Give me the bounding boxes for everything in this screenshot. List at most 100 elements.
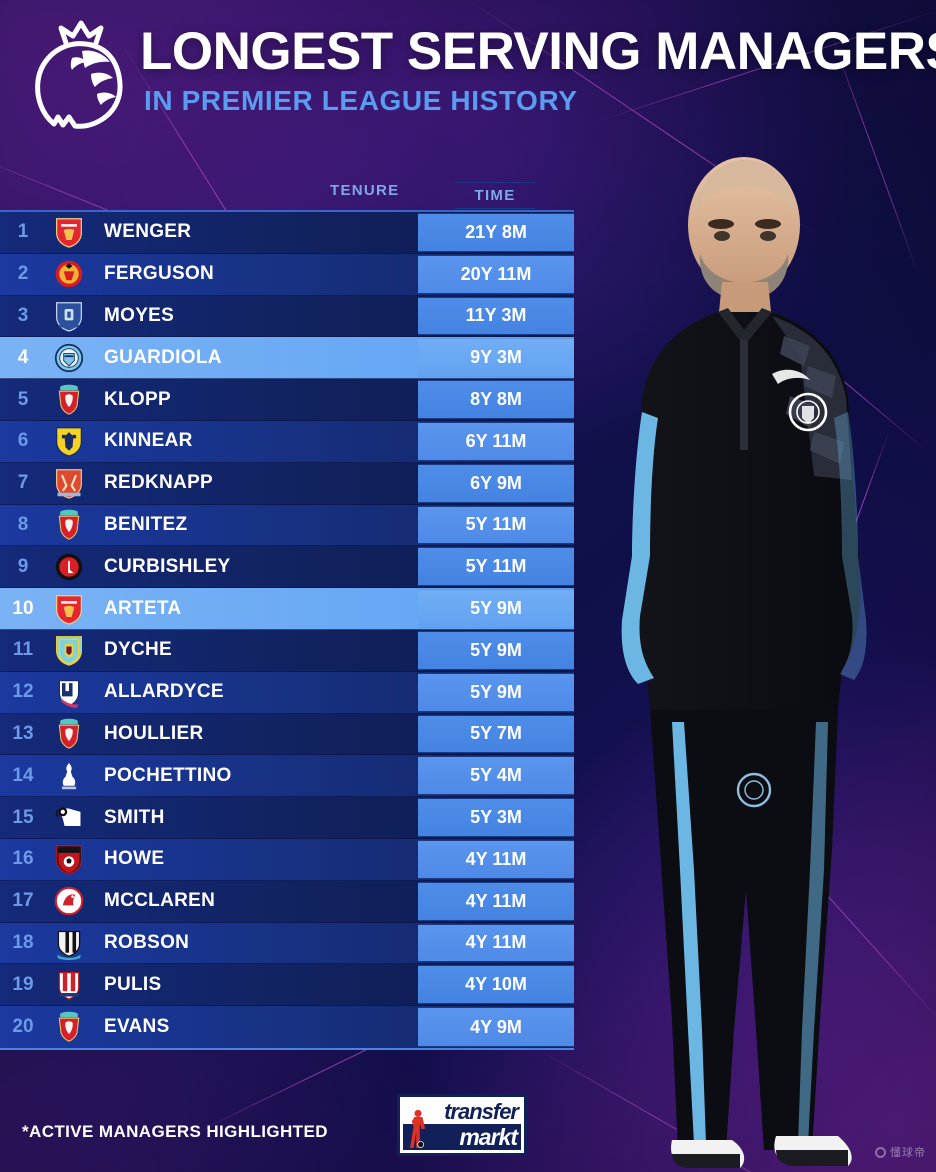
- manager-name-cell: HOULLIER: [104, 722, 204, 744]
- club-badge-icon: [46, 674, 92, 710]
- club-badge-icon: [46, 465, 92, 501]
- time-cell: 6Y 9M: [418, 463, 574, 503]
- manager-name-cell: ALLARDYCE: [104, 681, 224, 703]
- club-badge-icon: [46, 925, 92, 961]
- manager-name-cell: DYCHE: [104, 639, 173, 661]
- club-badge-icon: [46, 758, 92, 794]
- transfermarkt-logo-top: transfer: [403, 1099, 521, 1124]
- table-row[interactable]: 18ROBSON99-044Y 11M: [0, 922, 574, 965]
- watermark-icon: [875, 1146, 886, 1158]
- table-row[interactable]: 1WENGER96-1821Y 8M: [0, 212, 574, 254]
- time-cell: 5Y 9M: [418, 630, 574, 670]
- club-badge-icon: [46, 841, 92, 877]
- rank-cell: 3: [17, 304, 29, 326]
- time-cell: 8Y 8M: [418, 380, 574, 419]
- club-badge-icon: [46, 382, 92, 418]
- time-cell: 5Y 4M: [418, 756, 574, 796]
- manager-name-cell: ROBSON: [104, 931, 190, 953]
- table-row[interactable]: 10ARTETA19-5Y 9M: [0, 588, 574, 630]
- watermark-label: 懂球帝: [890, 1147, 926, 1159]
- club-badge-icon: [46, 549, 92, 585]
- table-row[interactable]: 17MCCLAREN01-064Y 11M: [0, 880, 574, 923]
- club-badge-icon: [46, 507, 92, 543]
- table-row[interactable]: 19PULIS08-134Y 10M: [0, 964, 574, 1007]
- time-cell: 5Y 9M: [418, 589, 574, 628]
- rank-cell: 5: [17, 388, 29, 410]
- title-block: LONGEST SERVING MANAGERS IN PREMIER LEAG…: [140, 24, 936, 117]
- rank-cell: 17: [12, 890, 34, 912]
- table-row[interactable]: 20EVANS94-984Y 9M: [0, 1006, 574, 1048]
- manager-name-cell: HOWE: [104, 848, 165, 870]
- time-cell: 5Y 11M: [418, 547, 574, 587]
- rank-cell: 19: [12, 973, 34, 995]
- club-badge-icon: [46, 800, 92, 836]
- manager-name-cell: POCHETTINO: [104, 764, 232, 786]
- page-subtitle: IN PREMIER LEAGUE HISTORY: [144, 85, 578, 117]
- club-badge-icon: [46, 298, 92, 334]
- premier-league-lion-logo: [22, 18, 140, 146]
- table-row[interactable]: 14POCHETTINO14-195Y 4M: [0, 755, 574, 798]
- time-cell: 5Y 11M: [418, 505, 574, 545]
- table-row[interactable]: 8BENITEZ04-105Y 11M: [0, 504, 574, 547]
- rank-cell: 10: [12, 597, 34, 619]
- manager-photo-guardiola: [576, 150, 936, 1172]
- table-row[interactable]: 3MOYES02-1311Y 3M: [0, 295, 574, 338]
- club-badge-icon: [46, 883, 92, 919]
- time-cell: 4Y 9M: [418, 1007, 574, 1047]
- time-cell: 11Y 3M: [418, 296, 574, 336]
- table-row[interactable]: 11DYCHE16-225Y 9M: [0, 629, 574, 672]
- time-cell: 4Y 11M: [418, 839, 574, 879]
- manager-name-cell: CURBISHLEY: [104, 555, 231, 577]
- manager-name-cell: ARTETA: [104, 597, 182, 619]
- club-badge-icon: [46, 214, 92, 250]
- table-row[interactable]: 13HOULLIER98-045Y 7M: [0, 713, 574, 756]
- column-header-time: TIME: [455, 182, 535, 209]
- rank-cell: 1: [17, 221, 29, 243]
- manager-name-cell: EVANS: [104, 1016, 170, 1038]
- site-watermark: 懂球帝: [875, 1144, 926, 1160]
- transfermarkt-player-icon: [410, 1109, 426, 1148]
- time-cell: 9Y 3M: [418, 338, 574, 378]
- manager-name-cell: MCCLAREN: [104, 890, 216, 912]
- rank-cell: 18: [12, 931, 34, 953]
- table-row[interactable]: 4GUARDIOLA16-9Y 3M: [0, 337, 574, 380]
- table-row[interactable]: 15SMITH96-015Y 3M: [0, 797, 574, 839]
- table-row[interactable]: 12ALLARDYCE01-075Y 9M: [0, 671, 574, 714]
- rank-cell: 14: [12, 764, 34, 786]
- club-badge-icon: [46, 632, 92, 668]
- rank-cell: 2: [17, 263, 29, 285]
- manager-name-cell: KINNEAR: [104, 430, 193, 452]
- page-title: LONGEST SERVING MANAGERS: [140, 22, 936, 81]
- table-row[interactable]: 7REDKNAPP94-016Y 9M: [0, 462, 574, 505]
- managers-table: TENURE TIME 1WENGER96-1821Y 8M 2 FERGUSON 9…: [0, 179, 574, 1050]
- column-header-tenure: TENURE: [330, 182, 400, 199]
- rank-cell: 8: [17, 513, 29, 535]
- rank-cell: 9: [17, 555, 29, 577]
- table-column-headers: TENURE TIME: [0, 179, 574, 210]
- manager-name-cell: PULIS: [104, 973, 162, 995]
- manager-name-cell: MOYES: [104, 304, 175, 326]
- time-cell: 6Y 11M: [418, 421, 574, 461]
- club-badge-icon: [46, 591, 92, 627]
- table-body: 1WENGER96-1821Y 8M2FERGUSON92-1320Y 11M3…: [0, 210, 574, 1050]
- table-row[interactable]: 2FERGUSON92-1320Y 11M: [0, 253, 574, 296]
- rank-cell: 4: [17, 346, 29, 368]
- manager-name-cell: GUARDIOLA: [104, 346, 222, 368]
- table-row[interactable]: 9CURBISHLEY00-065Y 11M: [0, 546, 574, 589]
- rank-cell: 6: [17, 430, 29, 452]
- time-cell: 5Y 7M: [418, 714, 574, 754]
- time-cell: 20Y 11M: [418, 254, 574, 294]
- rank-cell: 12: [12, 681, 34, 703]
- club-badge-icon: [46, 716, 92, 752]
- table-row[interactable]: 6KINNEAR92-996Y 11M: [0, 420, 574, 463]
- manager-name-cell: FERGUSON: [104, 263, 215, 285]
- transfermarkt-logo: transfer markt: [397, 1094, 527, 1156]
- manager-name-cell: KLOPP: [104, 388, 171, 410]
- rank-cell: 13: [12, 722, 34, 744]
- club-badge-icon: [46, 1009, 92, 1045]
- rank-cell: 20: [12, 1016, 34, 1038]
- time-cell: 5Y 9M: [418, 672, 574, 712]
- table-row[interactable]: 5KLOPP15-248Y 8M: [0, 379, 574, 421]
- table-row[interactable]: 16HOWE15-204Y 11M: [0, 838, 574, 881]
- manager-name-cell: BENITEZ: [104, 513, 188, 535]
